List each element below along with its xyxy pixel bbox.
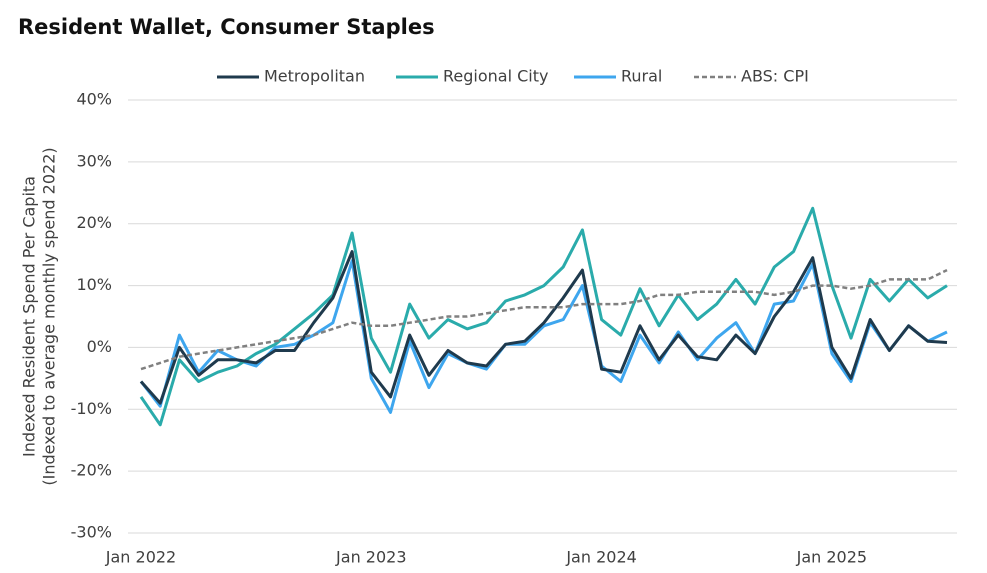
y-tick-label: 40% (76, 90, 112, 109)
series-line (139, 206, 948, 427)
legend-item: Rural (574, 67, 662, 86)
y-axis-label: Indexed Resident Spend Per Capita (20, 176, 39, 457)
y-tick-label: 20% (76, 213, 112, 232)
legend-label: Metropolitan (264, 67, 365, 86)
x-tick-label: Jan 2025 (796, 548, 867, 567)
y-tick-label: -30% (71, 523, 112, 542)
chart-title: Resident Wallet, Consumer Staples (18, 15, 435, 39)
x-tick-label: Jan 2024 (565, 548, 636, 567)
legend-item: ABS: CPI (694, 67, 809, 86)
y-tick-label: -20% (71, 461, 112, 480)
y-axis-label: (Indexed to average monthly spend 2022) (40, 147, 59, 485)
y-tick-label: -10% (71, 399, 112, 418)
legend-item: Metropolitan (217, 67, 365, 86)
y-tick-label: 10% (76, 275, 112, 294)
legend-item: Regional City (396, 67, 548, 86)
x-tick-label: Jan 2023 (335, 548, 406, 567)
x-tick-label: Jan 2022 (105, 548, 176, 567)
series-line (140, 268, 948, 371)
series-line (139, 250, 948, 405)
legend-label: Rural (621, 67, 662, 86)
legend-label: ABS: CPI (741, 67, 809, 86)
y-tick-label: 0% (87, 337, 112, 356)
legend-label: Regional City (443, 67, 548, 86)
y-tick-label: 30% (76, 151, 112, 170)
